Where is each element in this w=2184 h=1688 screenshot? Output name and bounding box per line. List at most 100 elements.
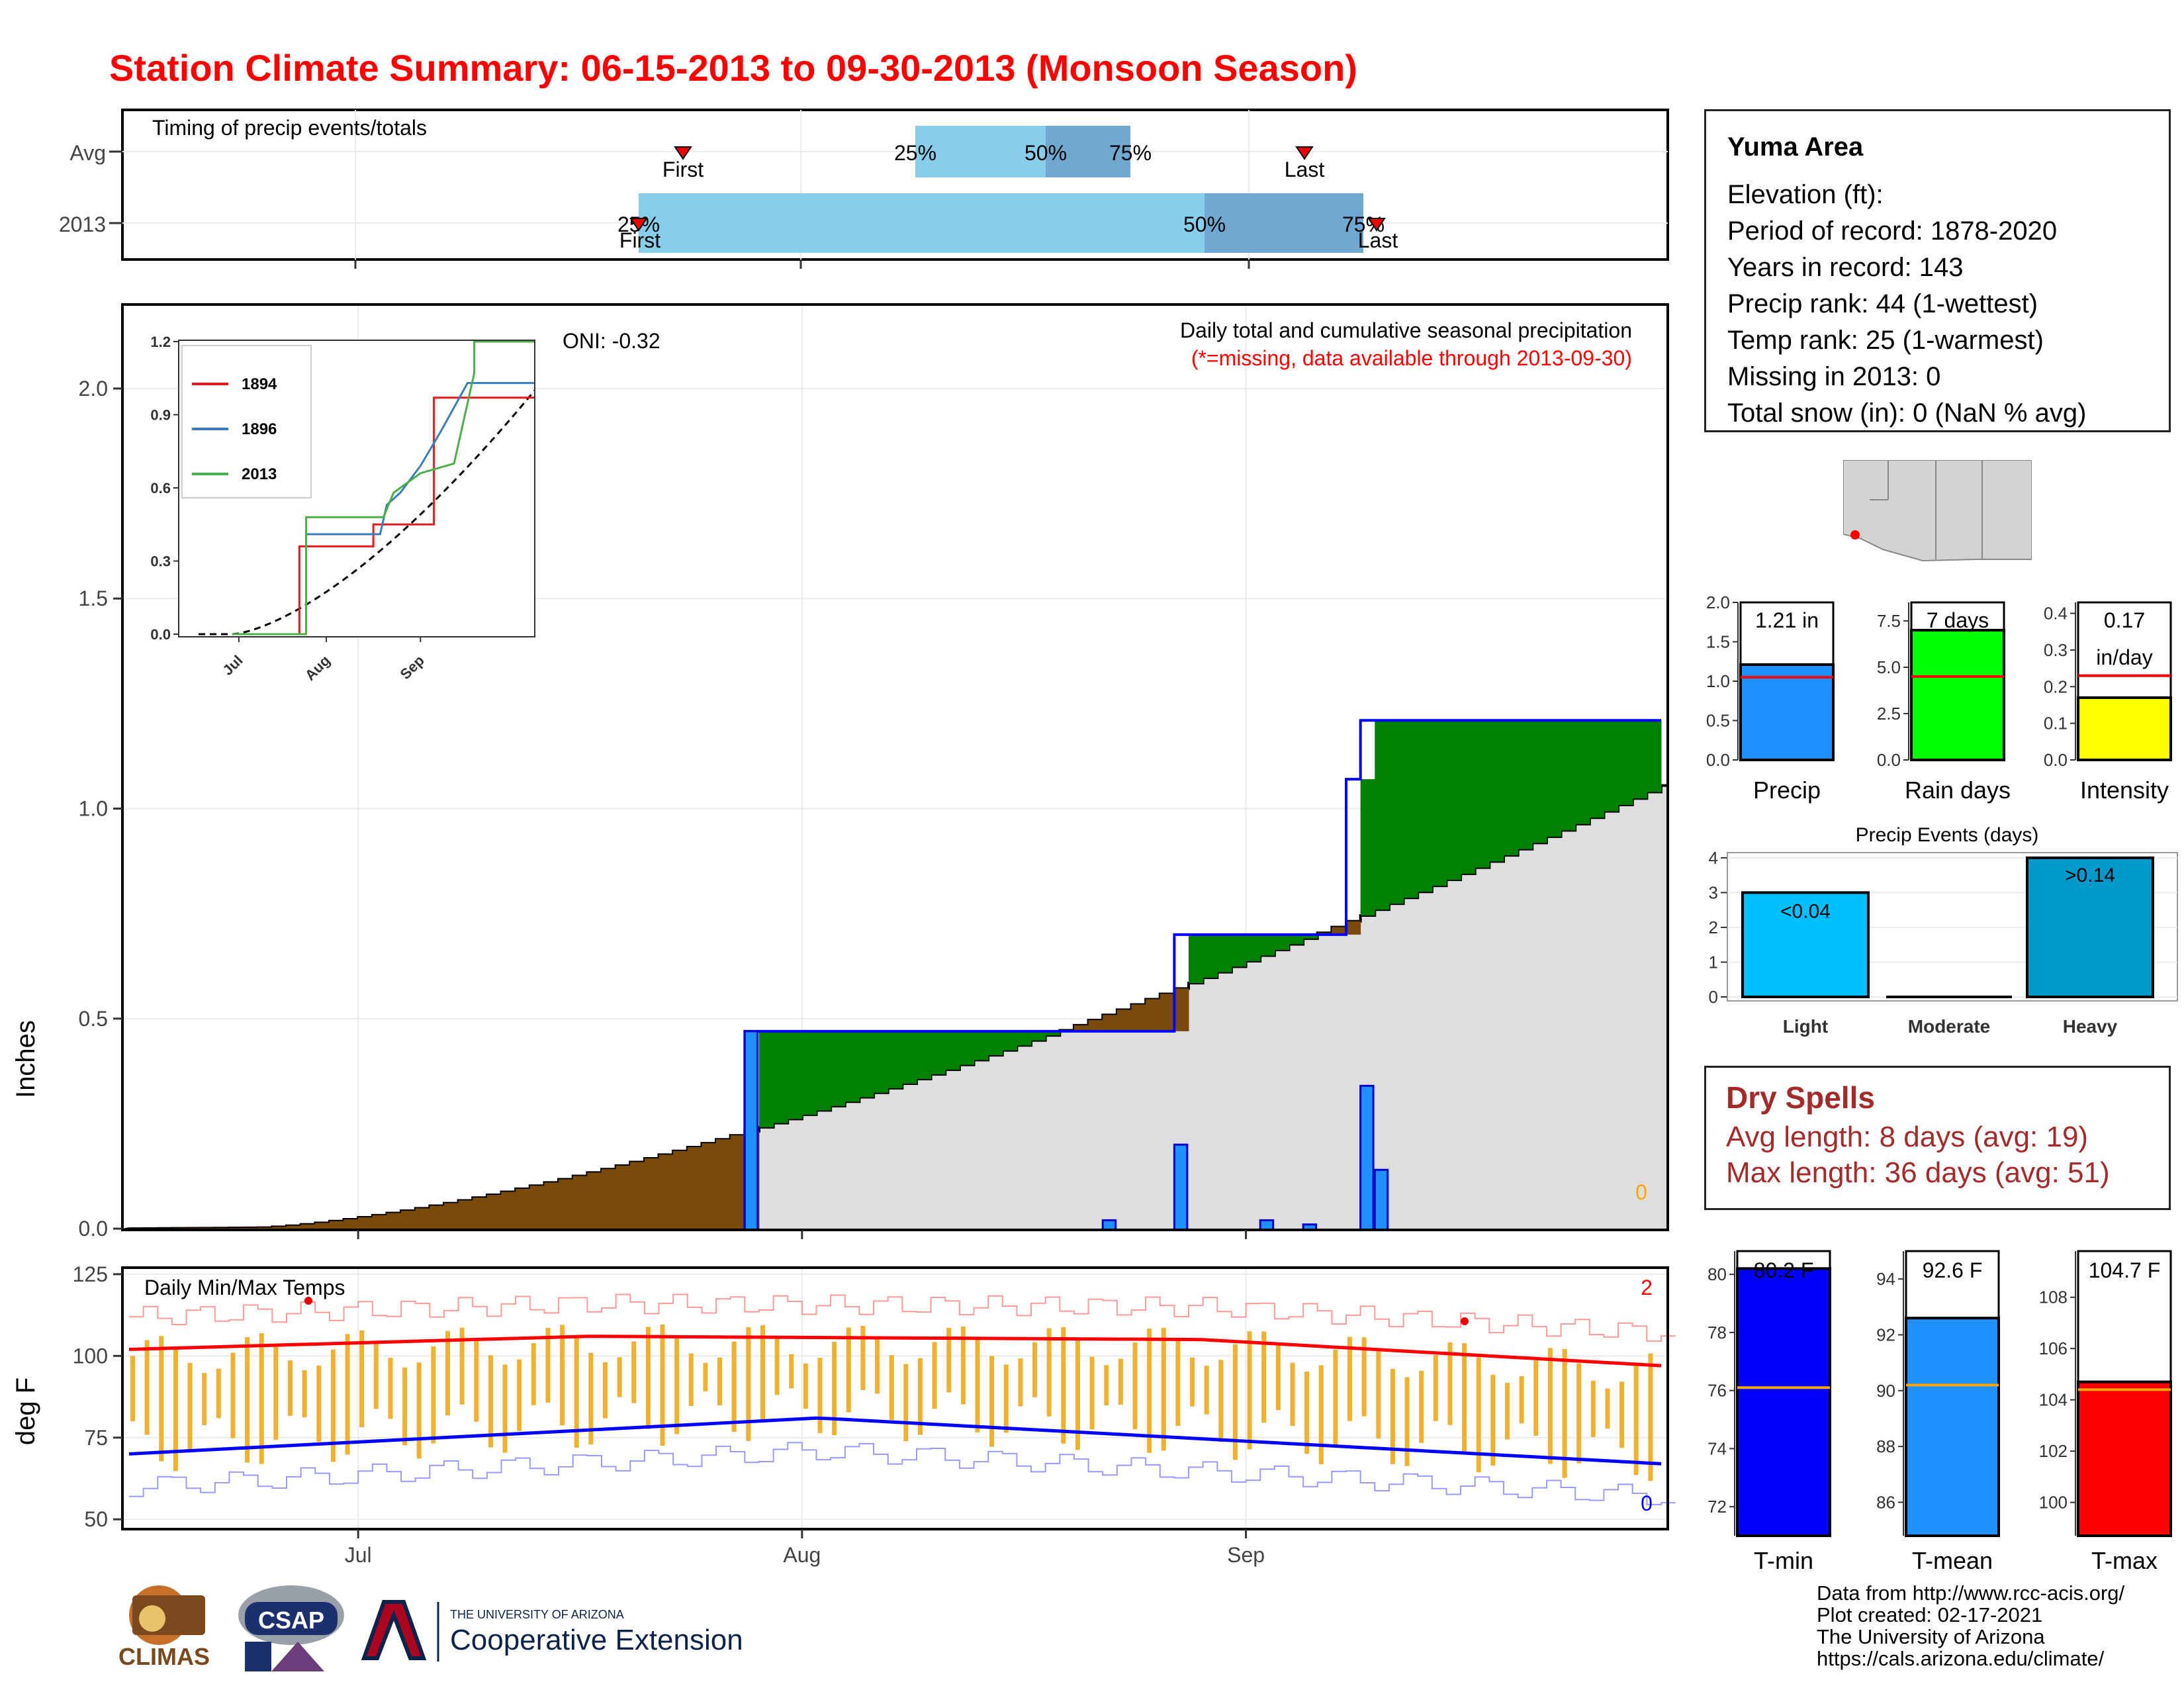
precip-events-chart: Precip Events (days) 0 1 2 3 4 Light Moderate H… (1709, 824, 2178, 1037)
tbar-tick-label: 88 (1876, 1436, 1895, 1456)
daily-temp-range-bar (1132, 1342, 1138, 1430)
daily-temp-range-bar (130, 1356, 135, 1422)
csap-logo: CSAP (238, 1585, 344, 1671)
below-average-fill (430, 1205, 445, 1229)
daily-temp-range-bar (1190, 1357, 1195, 1407)
daily-temp-range-bar (445, 1331, 450, 1416)
daily-temp-range-bar (359, 1330, 365, 1428)
daily-temp-range-bar (402, 1367, 408, 1446)
footer-credits: Data from http://www.rcc-acis.org/ Plot … (1817, 1582, 2124, 1669)
footer-line: Data from http://www.rcc-acis.org/ (1817, 1581, 2125, 1605)
daily-precip-bar (743, 1030, 759, 1231)
record-max-line (129, 1293, 1676, 1342)
events-bar-label: <0.04 (1780, 900, 1831, 922)
above-average-fill (1303, 934, 1318, 939)
below-average-fill (630, 1162, 645, 1229)
tmax-label: T-max (2091, 1547, 2158, 1574)
total-snow: Total snow (in): 0 (NaN % avg) (1727, 399, 2087, 428)
inset-y-label: 1.2 (150, 334, 171, 350)
y2013-first-marker (629, 218, 648, 232)
inset-x-label: Aug (302, 652, 334, 684)
daily-temp-range-bar (531, 1343, 536, 1405)
daily-temp-range-bar (774, 1337, 780, 1395)
above-average-fill (988, 1031, 1003, 1056)
above-average-fill (1002, 1031, 1017, 1051)
precip-value: 1.21 in (1755, 608, 1819, 632)
daily-temp-range-bar (330, 1349, 336, 1462)
daily-precip-bar (1101, 1219, 1117, 1231)
daily-temp-range-bar (1075, 1339, 1080, 1450)
below-average-fill (716, 1139, 731, 1229)
events-title: Precip Events (days) (1856, 824, 2039, 846)
daily-temp-range-bar (302, 1370, 307, 1418)
daily-temp-range-bar (431, 1346, 436, 1444)
daily-temp-range-bar (717, 1357, 723, 1406)
daily-temp-range-bar (1290, 1362, 1295, 1427)
daily-temp-range-bar (1519, 1376, 1524, 1424)
raindays-value: 7 days (1927, 608, 1989, 632)
above-average-fill (916, 1031, 932, 1080)
avg-p75: 75% (1109, 141, 1152, 165)
daily-temp-range-bar (674, 1336, 680, 1434)
below-average-fill (387, 1213, 402, 1229)
daily-temp-range-bar (1089, 1356, 1095, 1430)
row-label-2013: 2013 (59, 212, 106, 236)
tbar-tick-label: 108 (2039, 1288, 2068, 1307)
daily-temp-range-bar (545, 1328, 551, 1403)
tbar-tick-label: 78 (1707, 1323, 1727, 1342)
above-average-fill (1561, 720, 1576, 831)
daily-temp-range-bar (975, 1338, 980, 1432)
daily-temp-range-bar (1419, 1370, 1424, 1443)
daily-temp-range-bar (1118, 1358, 1123, 1405)
inset-series-1894 (232, 397, 535, 635)
oni-label: ONI: -0.32 (563, 329, 660, 353)
station-location-marker (1850, 530, 1860, 539)
legend-label: 2013 (242, 465, 277, 483)
tmean-bar (1905, 1317, 2000, 1537)
daily-temp-range-bar (846, 1327, 851, 1413)
daily-temp-range-bar (903, 1364, 909, 1441)
avg-first-label: First (662, 158, 704, 181)
daily-temp-range-bar (1462, 1343, 1467, 1452)
bar-tick-label: 0.0 (2044, 750, 2068, 770)
above-average-fill (1360, 779, 1375, 915)
daily-temp-range-bar (1476, 1357, 1481, 1473)
daily-temp-range-bar (1147, 1329, 1152, 1453)
below-average-fill (529, 1186, 545, 1229)
temp-ylabel: deg F (11, 1378, 40, 1445)
below-average-fill (1131, 1004, 1146, 1031)
y-tick-label: 100 (73, 1344, 108, 1368)
footer-line: https://cals.arizona.edu/climate/ (1817, 1647, 2105, 1670)
bar-tick-label: 0.2 (2044, 677, 2068, 696)
daily-temp-range-bar (832, 1342, 837, 1436)
below-average-fill (702, 1143, 717, 1229)
dry-spells-avg: Avg length: 8 days (avg: 19) (1726, 1121, 2089, 1153)
below-average-fill (659, 1154, 674, 1229)
events-tick-label: 3 (1709, 882, 1718, 902)
daily-temp-range-bar (159, 1336, 164, 1462)
daily-temp-range-bar (1648, 1353, 1653, 1481)
daily-temp-range-bar (287, 1360, 293, 1416)
precip-rank: Precip rank: 44 (1-wettest) (1727, 289, 2038, 318)
legend-label: 1894 (242, 375, 277, 393)
inset-y-label: 0.9 (150, 407, 171, 424)
daily-precip-bar (1259, 1219, 1275, 1231)
daily-temp-range-bar (245, 1336, 250, 1463)
inset-x-label: Jul (219, 652, 246, 679)
above-average-fill (801, 1031, 817, 1115)
temp-rank: Temp rank: 25 (1-warmest) (1727, 326, 2044, 355)
daily-temp-range-bar (932, 1342, 937, 1409)
below-average-fill (458, 1200, 473, 1229)
daily-temp-range-bar (989, 1356, 995, 1447)
above-average-fill (1446, 720, 1461, 880)
y-tick-label: 2.0 (79, 377, 108, 400)
above-average-fill (758, 1031, 774, 1127)
dry-spells-title: Dry Spells (1726, 1080, 1875, 1115)
daily-temp-range-bar (316, 1365, 322, 1442)
tbar-tick-label: 80 (1707, 1264, 1727, 1284)
below-average-fill (300, 1224, 316, 1229)
daily-temp-range-bar (1590, 1380, 1596, 1437)
above-average-fill (1575, 720, 1590, 824)
period-of-record: Period of record: 1878-2020 (1727, 216, 2058, 246)
